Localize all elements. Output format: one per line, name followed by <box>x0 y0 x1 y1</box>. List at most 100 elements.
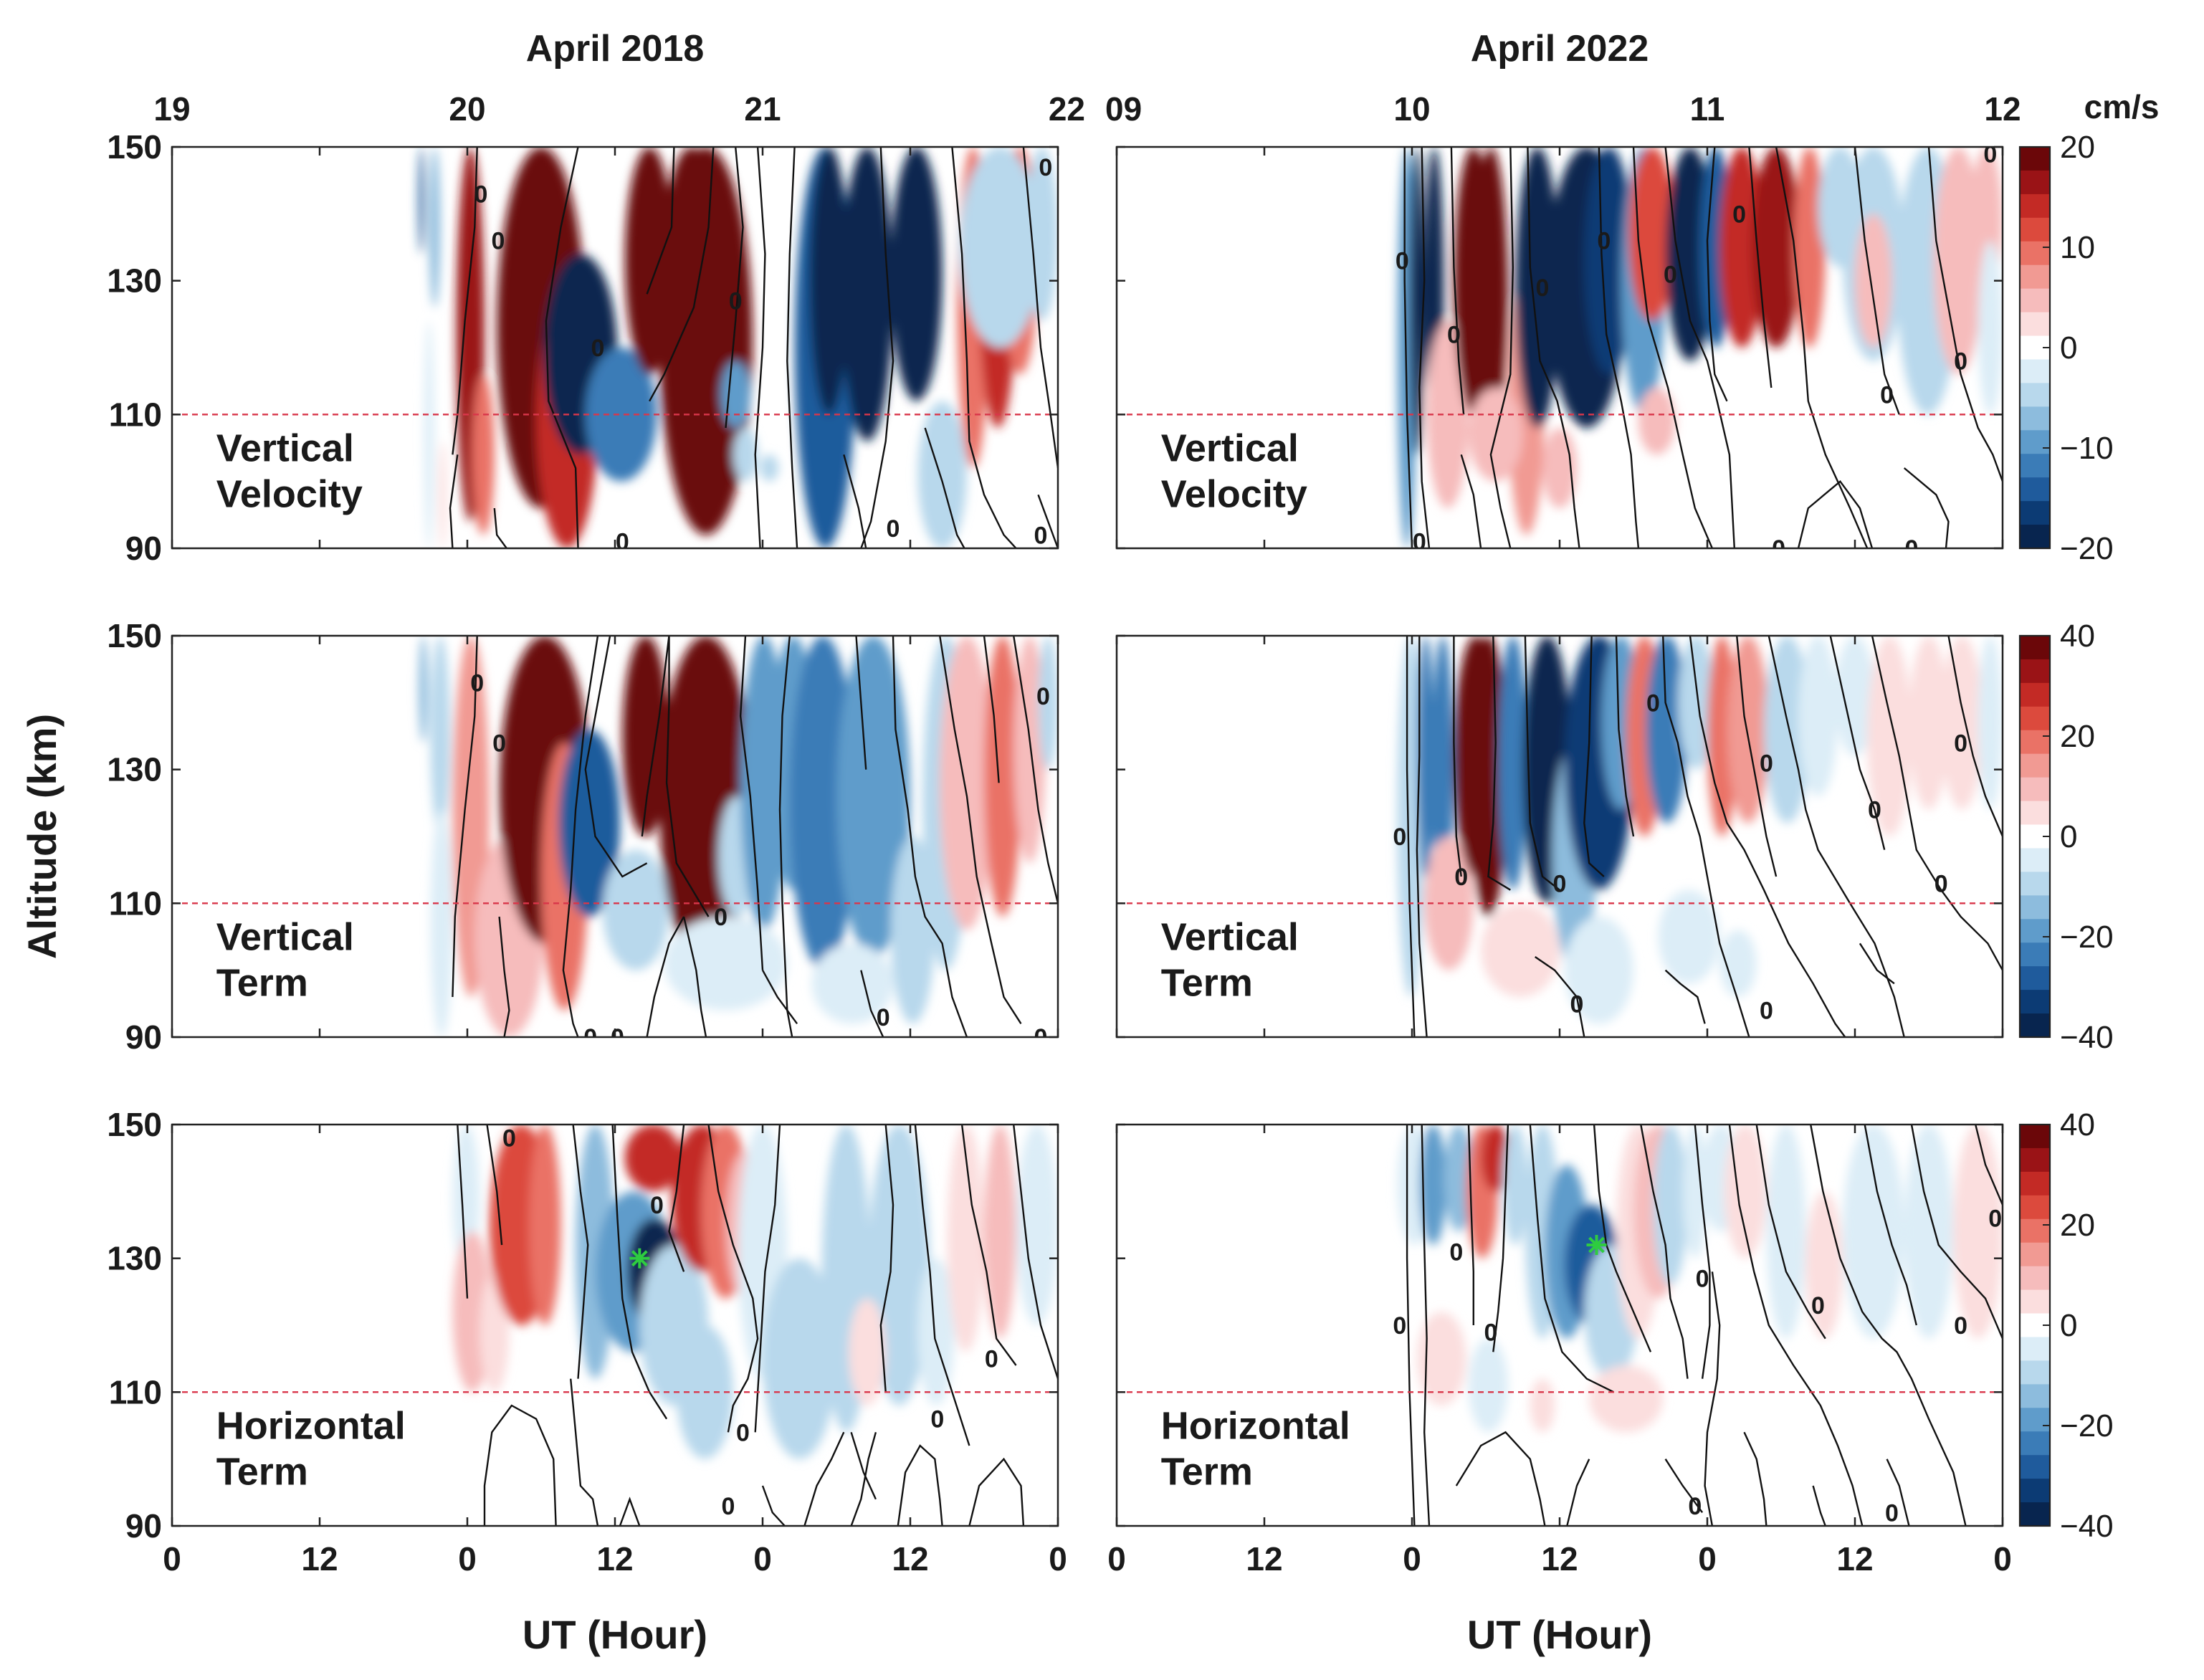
zero-contour-label: 0 <box>1988 1206 2002 1233</box>
heatmap-blob <box>1677 636 1715 770</box>
heatmap-blob <box>1805 1191 1843 1339</box>
heatmap-blob <box>1416 1312 1466 1405</box>
heatmap-blob <box>841 147 893 442</box>
colorbar-swatch <box>2020 990 2050 1014</box>
zero-contour-label: 0 <box>1664 261 1677 288</box>
heatmap-blob <box>1751 147 1801 348</box>
zero-contour <box>649 147 715 402</box>
zero-contour <box>1615 636 1635 837</box>
heatmap-blob <box>1978 240 2003 415</box>
zero-contour-label: 0 <box>1034 522 1048 549</box>
x-tick-label: 0 <box>1993 1540 2012 1578</box>
zero-contour <box>452 147 478 455</box>
zero-contour <box>1736 636 1778 877</box>
zero-contour <box>1450 147 1465 415</box>
colorbar-swatch <box>2020 1479 2050 1503</box>
heatmap-blob <box>940 636 994 930</box>
zero-contour <box>879 1125 895 1393</box>
heatmap-blobs <box>419 147 1058 548</box>
colorbar-swatch <box>2020 966 2050 991</box>
zero-contour-label: 0 <box>930 1406 944 1433</box>
zero-contour <box>1664 969 1706 1024</box>
panel-label-line: Velocity <box>216 473 363 516</box>
panel-label-line: Vertical <box>1161 916 1299 959</box>
zero-contour <box>545 147 579 548</box>
heatmap-blob <box>1419 1125 1447 1245</box>
zero-contour <box>1037 494 1058 548</box>
zero-contour <box>1416 636 1428 1037</box>
heatmap-blob <box>1468 636 1508 917</box>
colorbar-tick-label: −40 <box>2060 1509 2114 1544</box>
colorbar-swatch <box>2020 1013 2050 1038</box>
zero-contour <box>1455 1431 1546 1526</box>
zero-contour <box>1810 1125 1967 1526</box>
colorbar-tick-label: −20 <box>2060 1408 2114 1443</box>
zero-contour <box>646 916 685 1037</box>
zero-contour <box>1535 956 1585 1037</box>
heatmap-blob <box>439 441 447 548</box>
colorbar-unit: cm/s <box>2084 88 2160 125</box>
heatmap-blobs <box>452 1125 1058 1459</box>
heatmap-blob <box>1835 636 1875 756</box>
zero-contour <box>924 427 965 548</box>
zero-contour <box>1598 147 1640 548</box>
heatmap-blob <box>720 361 750 428</box>
zero-contour <box>1664 147 1735 548</box>
zero-contour <box>1529 1125 1615 1393</box>
zero-contour-label: 0 <box>1905 535 1919 563</box>
zero-contour <box>960 1125 1017 1366</box>
heatmap-blob <box>789 636 857 970</box>
heatmap-blob <box>1481 903 1560 997</box>
x-axis-label-left: UT (Hour) <box>523 1612 707 1657</box>
heatmap-blob <box>1589 1365 1664 1433</box>
zero-contour <box>761 970 798 1025</box>
heatmap-blob <box>419 636 428 743</box>
zero-contour <box>619 1497 641 1526</box>
colorbar-swatch <box>2020 1147 2050 1173</box>
heatmap-blob <box>1481 1125 1511 1192</box>
y-tick-label: 130 <box>107 262 162 300</box>
zero-contour <box>951 147 1017 548</box>
zero-contour-label: 0 <box>1696 1266 1709 1293</box>
panel-label-line: Term <box>216 1451 308 1494</box>
x-tick-label: 12 <box>1541 1540 1578 1578</box>
colorbar-tick-label: 20 <box>2060 130 2095 165</box>
x-tick-label: 12 <box>301 1540 338 1578</box>
heatmap-blob <box>528 1125 561 1325</box>
zero-contour-label: 0 <box>1811 1292 1825 1319</box>
zero-contour <box>707 1125 759 1433</box>
heatmap-blob <box>622 636 669 836</box>
panel-label-line: Vertical <box>1161 427 1299 470</box>
panel-label-line: Horizontal <box>216 1405 406 1448</box>
zero-contour <box>1706 147 1728 402</box>
x-axis-label-right: UT (Hour) <box>1467 1612 1652 1657</box>
colorbar-swatch <box>2020 477 2050 502</box>
zero-contour <box>1689 636 1846 1037</box>
zero-contour <box>725 147 744 429</box>
zero-contour <box>754 1125 781 1433</box>
zero-contour <box>1640 1125 1689 1379</box>
zero-contour <box>860 970 884 1037</box>
heatmap-blobs <box>1397 147 2003 548</box>
heatmap-blob <box>1855 214 1892 348</box>
zero-contour-label: 0 <box>1646 689 1660 717</box>
heatmap-blob <box>1867 636 1912 836</box>
zero-contour <box>1694 1125 1711 1379</box>
colorbar-0: 20 10 0 −10 −20 <box>2018 130 2114 566</box>
zero-contour <box>449 454 459 548</box>
colorbar-swatch <box>2020 359 2050 384</box>
zero-contour <box>493 507 507 548</box>
zero-contour <box>570 1378 599 1526</box>
zero-contour <box>483 1404 557 1526</box>
colorbar-swatch <box>2020 1171 2050 1196</box>
zero-contour <box>1403 147 1413 548</box>
zero-contour-label: 0 <box>985 1346 998 1373</box>
colorbar-swatch <box>2020 801 2050 826</box>
colorbar-swatch <box>2020 1242 2050 1267</box>
heatmap-blob <box>1628 147 1676 321</box>
y-tick-label: 150 <box>107 128 162 166</box>
